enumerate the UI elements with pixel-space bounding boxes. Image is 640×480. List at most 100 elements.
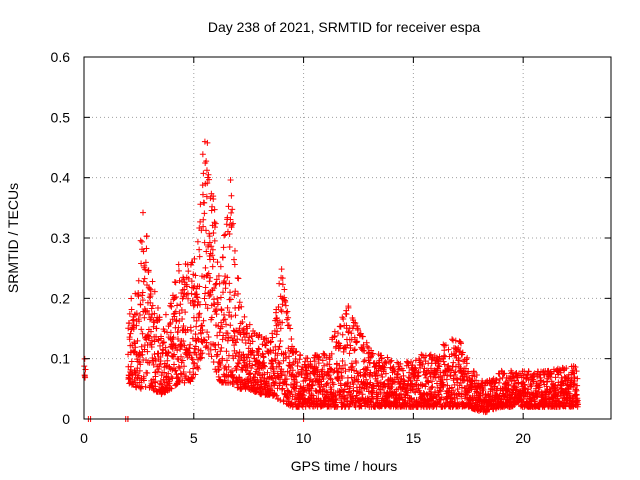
data-point: [397, 360, 404, 367]
data-point: [244, 363, 251, 370]
data-point: [229, 367, 236, 374]
data-point: [144, 370, 151, 377]
data-point: [560, 380, 567, 387]
data-point: [128, 295, 135, 302]
data-point: [225, 203, 232, 210]
data-point: [528, 382, 535, 389]
data-point: [567, 376, 574, 383]
data-point: [311, 358, 318, 365]
data-point: [284, 308, 291, 315]
data-point: [355, 378, 362, 385]
data-point: [156, 314, 163, 321]
data-point: [572, 363, 579, 370]
data-point: [279, 281, 286, 288]
data-point: [365, 388, 372, 395]
data-point: [140, 377, 147, 384]
data-point: [428, 384, 435, 391]
data-point: [176, 364, 183, 371]
data-point: [202, 264, 209, 271]
data-point: [457, 340, 464, 347]
data-point: [327, 375, 334, 382]
data-point: [175, 267, 182, 274]
data-point: [189, 375, 196, 382]
data-point: [206, 176, 213, 183]
data-point: [547, 388, 554, 395]
data-point: [262, 342, 269, 349]
data-point: [214, 332, 221, 339]
data-point: [131, 339, 138, 346]
data-point: [203, 339, 210, 346]
data-point: [223, 348, 230, 355]
data-point: [449, 336, 456, 343]
data-point: [215, 367, 222, 374]
data-point: [126, 320, 133, 327]
data-point: [400, 367, 407, 374]
data-point: [136, 312, 143, 319]
data-point: [173, 293, 180, 300]
data-point: [323, 381, 330, 388]
data-point: [180, 368, 187, 375]
data-point: [345, 329, 352, 336]
data-point: [201, 210, 208, 217]
data-point: [236, 349, 243, 356]
data-point: [274, 385, 281, 392]
data-point: [193, 323, 200, 330]
data-point: [170, 334, 177, 341]
data-point: [474, 389, 481, 396]
data-point: [172, 308, 179, 315]
data-point: [192, 331, 199, 338]
data-point: [209, 203, 216, 210]
data-point: [202, 301, 209, 308]
data-point: [293, 379, 300, 386]
data-point: [175, 261, 182, 268]
data-point: [369, 350, 376, 357]
data-point: [219, 254, 226, 261]
data-point: [339, 357, 346, 364]
data-point: [136, 367, 143, 374]
data-point: [348, 360, 355, 367]
data-point: [434, 357, 441, 364]
data-point: [132, 344, 139, 351]
data-point: [261, 374, 268, 381]
data-point: [149, 302, 156, 309]
data-point: [282, 302, 289, 309]
y-tick-label: 0.3: [51, 230, 71, 246]
data-point: [293, 348, 300, 355]
data-point: [319, 357, 326, 364]
data-point: [457, 348, 464, 355]
data-point: [335, 330, 342, 337]
data-point: [326, 361, 333, 368]
data-point: [169, 345, 176, 352]
data-point: [237, 329, 244, 336]
data-point: [168, 385, 175, 392]
data-point: [178, 343, 185, 350]
data-point: [82, 366, 89, 373]
data-point: [189, 259, 196, 266]
data-point: [383, 360, 390, 367]
data-point: [330, 381, 337, 388]
data-point: [358, 386, 365, 393]
data-point: [214, 259, 221, 266]
data-point: [348, 330, 355, 337]
data-point: [224, 274, 231, 281]
data-point: [161, 369, 168, 376]
data-point: [140, 209, 147, 216]
data-point: [270, 368, 277, 375]
data-point: [199, 151, 206, 158]
data-point: [574, 401, 581, 408]
data-point: [352, 320, 359, 327]
data-point: [210, 341, 217, 348]
data-point: [245, 337, 252, 344]
data-point: [319, 366, 326, 373]
data-point: [236, 325, 243, 332]
data-point: [339, 375, 346, 382]
data-point: [350, 381, 357, 388]
data-point: [144, 348, 151, 355]
data-point: [168, 373, 175, 380]
data-point: [279, 319, 286, 326]
data-point: [285, 314, 292, 321]
data-point: [360, 347, 367, 354]
data-point: [199, 191, 206, 198]
data-point: [379, 373, 386, 380]
data-point: [218, 344, 225, 351]
